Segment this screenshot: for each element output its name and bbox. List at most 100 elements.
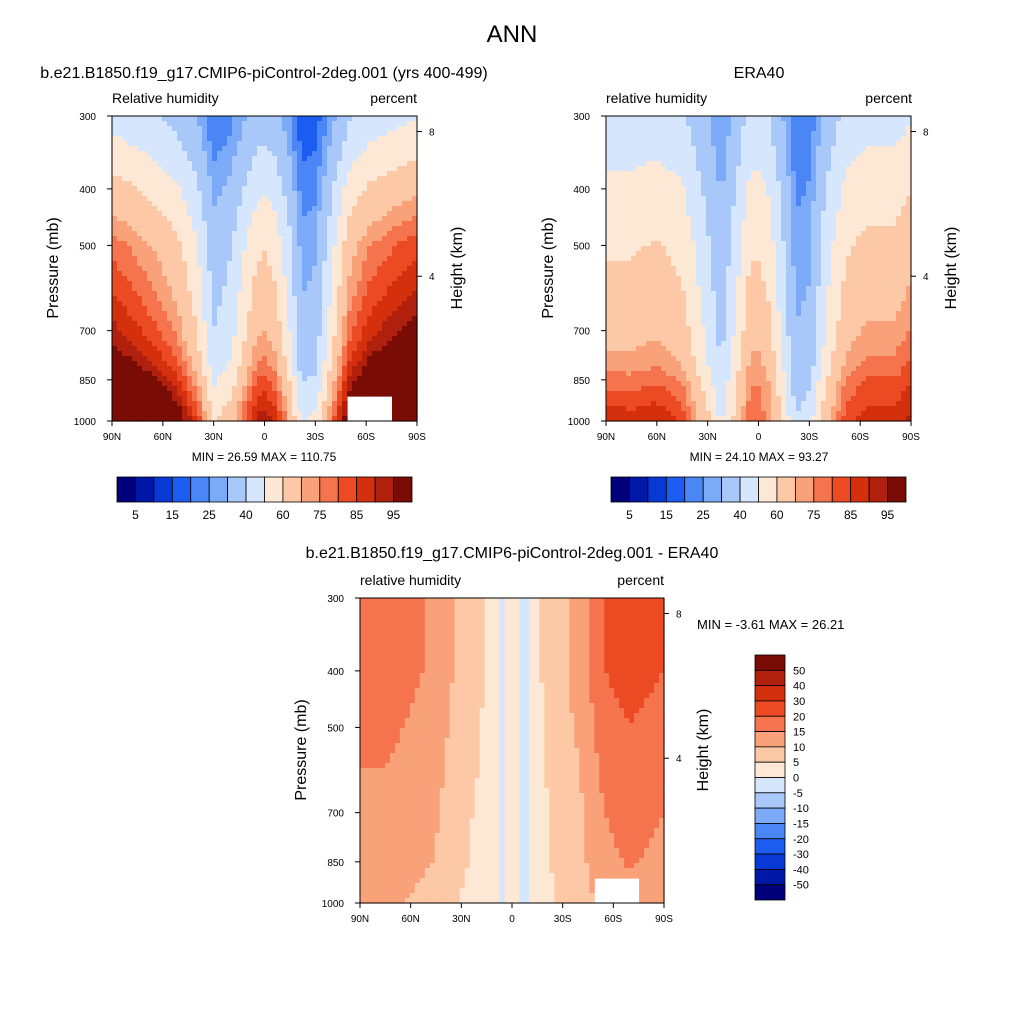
heatmap-cell (247, 281, 253, 287)
heatmap-cell (337, 341, 343, 347)
heatmap-cell (207, 366, 213, 372)
heatmap-cell (192, 256, 198, 262)
heatmap-cell (197, 336, 203, 342)
heatmap-cell (142, 251, 148, 257)
heatmap-cell (262, 216, 268, 222)
heatmap-cell (317, 186, 323, 192)
heatmap-cell (711, 146, 717, 152)
heatmap-cell (776, 121, 782, 127)
heatmap-cell (741, 146, 747, 152)
heatmap-cell (112, 151, 118, 157)
heatmap-cell (162, 136, 168, 142)
heatmap-cell (227, 366, 233, 372)
heatmap-cell (771, 191, 777, 197)
heatmap-cell (901, 126, 907, 132)
heatmap-cell (312, 326, 318, 332)
heatmap-cell (731, 166, 737, 172)
heatmap-cell (337, 156, 343, 162)
heatmap-cell (117, 171, 123, 177)
heatmap-cell (197, 346, 203, 352)
heatmap-cell (716, 126, 722, 132)
heatmap-cell (237, 391, 243, 397)
heatmap-cell (297, 301, 303, 307)
heatmap-cell (137, 256, 143, 262)
heatmap-cell (252, 386, 258, 392)
heatmap-cell (606, 166, 612, 172)
heatmap-cell (322, 301, 328, 307)
heatmap-cell (791, 196, 797, 202)
heatmap-cell (367, 306, 373, 312)
heatmap-cell (831, 126, 837, 132)
heatmap-cell (332, 241, 338, 247)
heatmap-cell (751, 211, 757, 217)
heatmap-cell (831, 131, 837, 137)
heatmap-cell (297, 296, 303, 302)
heatmap-cell (277, 376, 283, 382)
heatmap-cell (332, 281, 338, 287)
heatmap-cell (217, 276, 223, 282)
heatmap-cell (671, 216, 677, 222)
heatmap-cell (841, 191, 847, 197)
heatmap-cell (407, 181, 413, 187)
heatmap-cell (412, 186, 418, 192)
heatmap-cell (237, 236, 243, 242)
heatmap-cell (382, 196, 388, 202)
heatmap-cell (207, 261, 213, 267)
heatmap-cell (686, 126, 692, 132)
heatmap-cell (781, 151, 787, 157)
heatmap-cell (307, 276, 313, 282)
heatmap-cell (142, 176, 148, 182)
heatmap-cell (661, 191, 667, 197)
heatmap-cell (616, 196, 622, 202)
heatmap-cell (112, 296, 118, 302)
heatmap-cell (327, 291, 333, 297)
heatmap-cell (112, 276, 118, 282)
heatmap-cell (112, 206, 118, 212)
heatmap-cell (267, 351, 273, 357)
heatmap-cell (267, 341, 273, 347)
heatmap-cell (362, 286, 368, 292)
heatmap-cell (362, 341, 368, 347)
heatmap-cell (412, 191, 418, 197)
heatmap-cell (222, 196, 228, 202)
heatmap-cell (312, 386, 318, 392)
heatmap-cell (262, 211, 268, 217)
heatmap-cell (372, 116, 378, 122)
heatmap-cell (741, 121, 747, 127)
heatmap-cell (706, 141, 712, 147)
heatmap-cell (761, 196, 767, 202)
heatmap-cell (307, 171, 313, 177)
heatmap-cell (317, 281, 323, 287)
heatmap-cell (152, 381, 158, 387)
heatmap-cell (217, 391, 223, 397)
heatmap-cell (372, 191, 378, 197)
heatmap-cell (272, 186, 278, 192)
heatmap-cell (212, 296, 218, 302)
heatmap-cell (656, 126, 662, 132)
heatmap-cell (387, 201, 393, 207)
heatmap-cell (197, 156, 203, 162)
heatmap-cell (202, 256, 208, 262)
heatmap-cell (676, 161, 682, 167)
heatmap-cell (312, 341, 318, 347)
heatmap-cell (312, 141, 318, 147)
heatmap-cell (342, 371, 348, 377)
heatmap-cell (392, 341, 398, 347)
heatmap-cell (397, 171, 403, 177)
heatmap-cell (172, 321, 178, 327)
heatmap-cell (152, 326, 158, 332)
heatmap-cell (407, 276, 413, 282)
heatmap-cell (856, 141, 862, 147)
heatmap-cell (132, 296, 138, 302)
heatmap-cell (332, 151, 338, 157)
heatmap-cell (182, 341, 188, 347)
heatmap-cell (641, 136, 647, 142)
heatmap-cell (307, 196, 313, 202)
heatmap-cell (172, 166, 178, 172)
heatmap-cell (412, 166, 418, 172)
heatmap-cell (347, 351, 353, 357)
heatmap-cell (302, 336, 308, 342)
heatmap-cell (192, 396, 198, 402)
heatmap-cell (162, 176, 168, 182)
heatmap-cell (137, 321, 143, 327)
